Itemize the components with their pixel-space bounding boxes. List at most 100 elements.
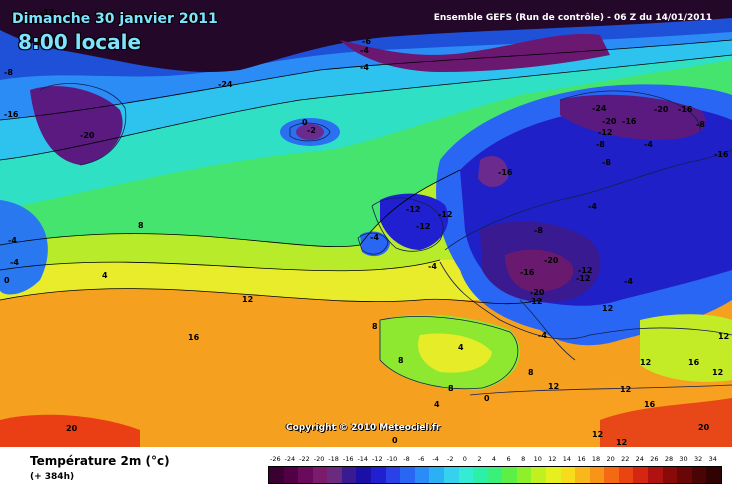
map-label: -20	[80, 131, 95, 140]
scale-tick-label: -14	[357, 455, 369, 463]
scale-tick-label: -18	[328, 455, 339, 463]
temperature-map: -20 -16 -12 -8 -4 4 8 12 16 20 0 -24 -2 …	[0, 0, 732, 447]
map-label: -4	[588, 202, 597, 211]
map-label: -12	[438, 210, 453, 219]
map-label: -4	[10, 258, 19, 267]
map-label: 8	[372, 322, 378, 331]
scale-swatch	[691, 467, 707, 483]
map-label: -16	[678, 105, 693, 114]
map-label: 12	[602, 304, 614, 313]
scale-tick-label: 32	[693, 455, 703, 463]
model-run: Ensemble GEFS (Run de contrôle) - 06 Z d…	[433, 13, 712, 23]
coastlines	[39, 83, 732, 396]
map-label: 12	[620, 385, 632, 394]
legend: Température 2m (°c) (+ 384h) -26 -24 -22 -2…	[0, 447, 732, 488]
scale-swatch	[443, 467, 459, 483]
field-greenland-cold	[30, 86, 123, 165]
scale-tick-label: 6	[506, 455, 511, 463]
field-iberia-yellow	[418, 333, 492, 373]
field-arctic-dark	[0, 0, 732, 72]
map-label: 20	[698, 423, 710, 432]
map-label: 12	[718, 332, 730, 341]
field-iceland-core	[296, 124, 324, 140]
color-scale	[268, 466, 722, 484]
scale-tick-label: 26	[650, 455, 659, 463]
map-label: -16	[622, 117, 637, 126]
map-label: -12	[40, 8, 55, 17]
temperature-field	[0, 0, 732, 447]
map-label: -8	[534, 226, 543, 235]
scale-tick-label: 2	[477, 455, 482, 463]
scale-tick-label: 4	[491, 455, 497, 463]
scale-swatch	[516, 467, 532, 483]
scale-swatch	[648, 467, 663, 483]
map-label: 0	[302, 118, 308, 127]
map-label: 0	[4, 276, 10, 285]
scale-swatch	[662, 467, 678, 483]
map-label: 12	[548, 382, 560, 391]
scale-tick-label: 10	[533, 455, 542, 463]
scale-tick-label: 14	[562, 455, 572, 463]
field-scandinavia-purple	[560, 94, 706, 140]
map-label: -20	[544, 256, 559, 265]
scale-tick-label: 34	[708, 455, 717, 463]
scale-tick-label: 28	[664, 455, 674, 463]
scale-tick-label: 8	[521, 455, 526, 463]
field-arctic-purple	[340, 33, 610, 72]
map-label: -12	[578, 266, 593, 275]
field-baltic-purple	[478, 156, 509, 187]
field-north-africa-red	[600, 398, 732, 447]
scale-swatch	[283, 467, 299, 483]
scale-tick-label: 0	[462, 455, 467, 463]
scale-swatch	[677, 467, 692, 483]
map-label: 4	[102, 271, 108, 280]
isotherms	[0, 39, 732, 305]
scale-swatch	[589, 467, 605, 483]
scale-tick-label: -2	[447, 455, 454, 463]
map-label: -8	[596, 140, 605, 149]
scale-tick-label: -4	[432, 455, 439, 463]
scale-tick-label: 12	[548, 455, 557, 463]
map-label: -4	[538, 331, 547, 340]
map-label: 12	[712, 368, 724, 377]
scale-ticks: -26 -24 -22 -20 -18 -16 -14 -12 -10 -8 -6 -4 -2 0 2 4 6 8…	[268, 455, 720, 465]
map-label: -8	[602, 158, 611, 167]
map-label: -4	[428, 262, 437, 271]
map-label: 0	[392, 436, 398, 445]
map-label: -12	[406, 205, 421, 214]
scale-tick-label: -22	[299, 455, 310, 463]
legend-title: Température 2m (°c)	[30, 454, 170, 468]
map-label: -4	[370, 233, 379, 242]
scale-tick-label: -20	[313, 455, 325, 463]
map-label: -4	[624, 277, 633, 286]
scale-swatch	[269, 467, 284, 483]
map-label: 8	[398, 356, 404, 365]
map-label: -20	[654, 105, 669, 114]
scale-swatch	[429, 467, 444, 483]
legend-subtitle: (+ 384h)	[30, 472, 75, 482]
scale-swatch	[633, 467, 649, 483]
scale-tick-label: -6	[417, 455, 425, 463]
map-label: -12	[416, 222, 431, 231]
field-continent-purple	[505, 249, 574, 292]
field-britain-blue	[380, 193, 449, 250]
map-label: -6	[362, 37, 371, 46]
scale-tick-label: -12	[372, 455, 383, 463]
copyright-notice: Copyright © 2010 Meteociel.fr	[286, 423, 441, 433]
scale-tick-label: 16	[577, 455, 586, 463]
scale-swatch	[618, 467, 634, 483]
map-label: -12	[576, 274, 591, 283]
scale-tick-label: -24	[284, 455, 296, 463]
field-southwest-red	[0, 414, 140, 447]
scale-swatch	[487, 467, 503, 483]
scale-tick-label: -26	[269, 455, 281, 463]
map-label: -8	[696, 120, 705, 129]
map-label: -16	[520, 268, 535, 277]
map-label: -24	[592, 104, 607, 113]
scale-tick-label: 30	[679, 455, 688, 463]
scale-swatch	[327, 467, 342, 483]
field-atlantic-blue	[0, 200, 48, 295]
map-label: 4	[458, 343, 464, 352]
map-label: -4	[360, 63, 369, 72]
map-label: -12	[528, 297, 543, 306]
